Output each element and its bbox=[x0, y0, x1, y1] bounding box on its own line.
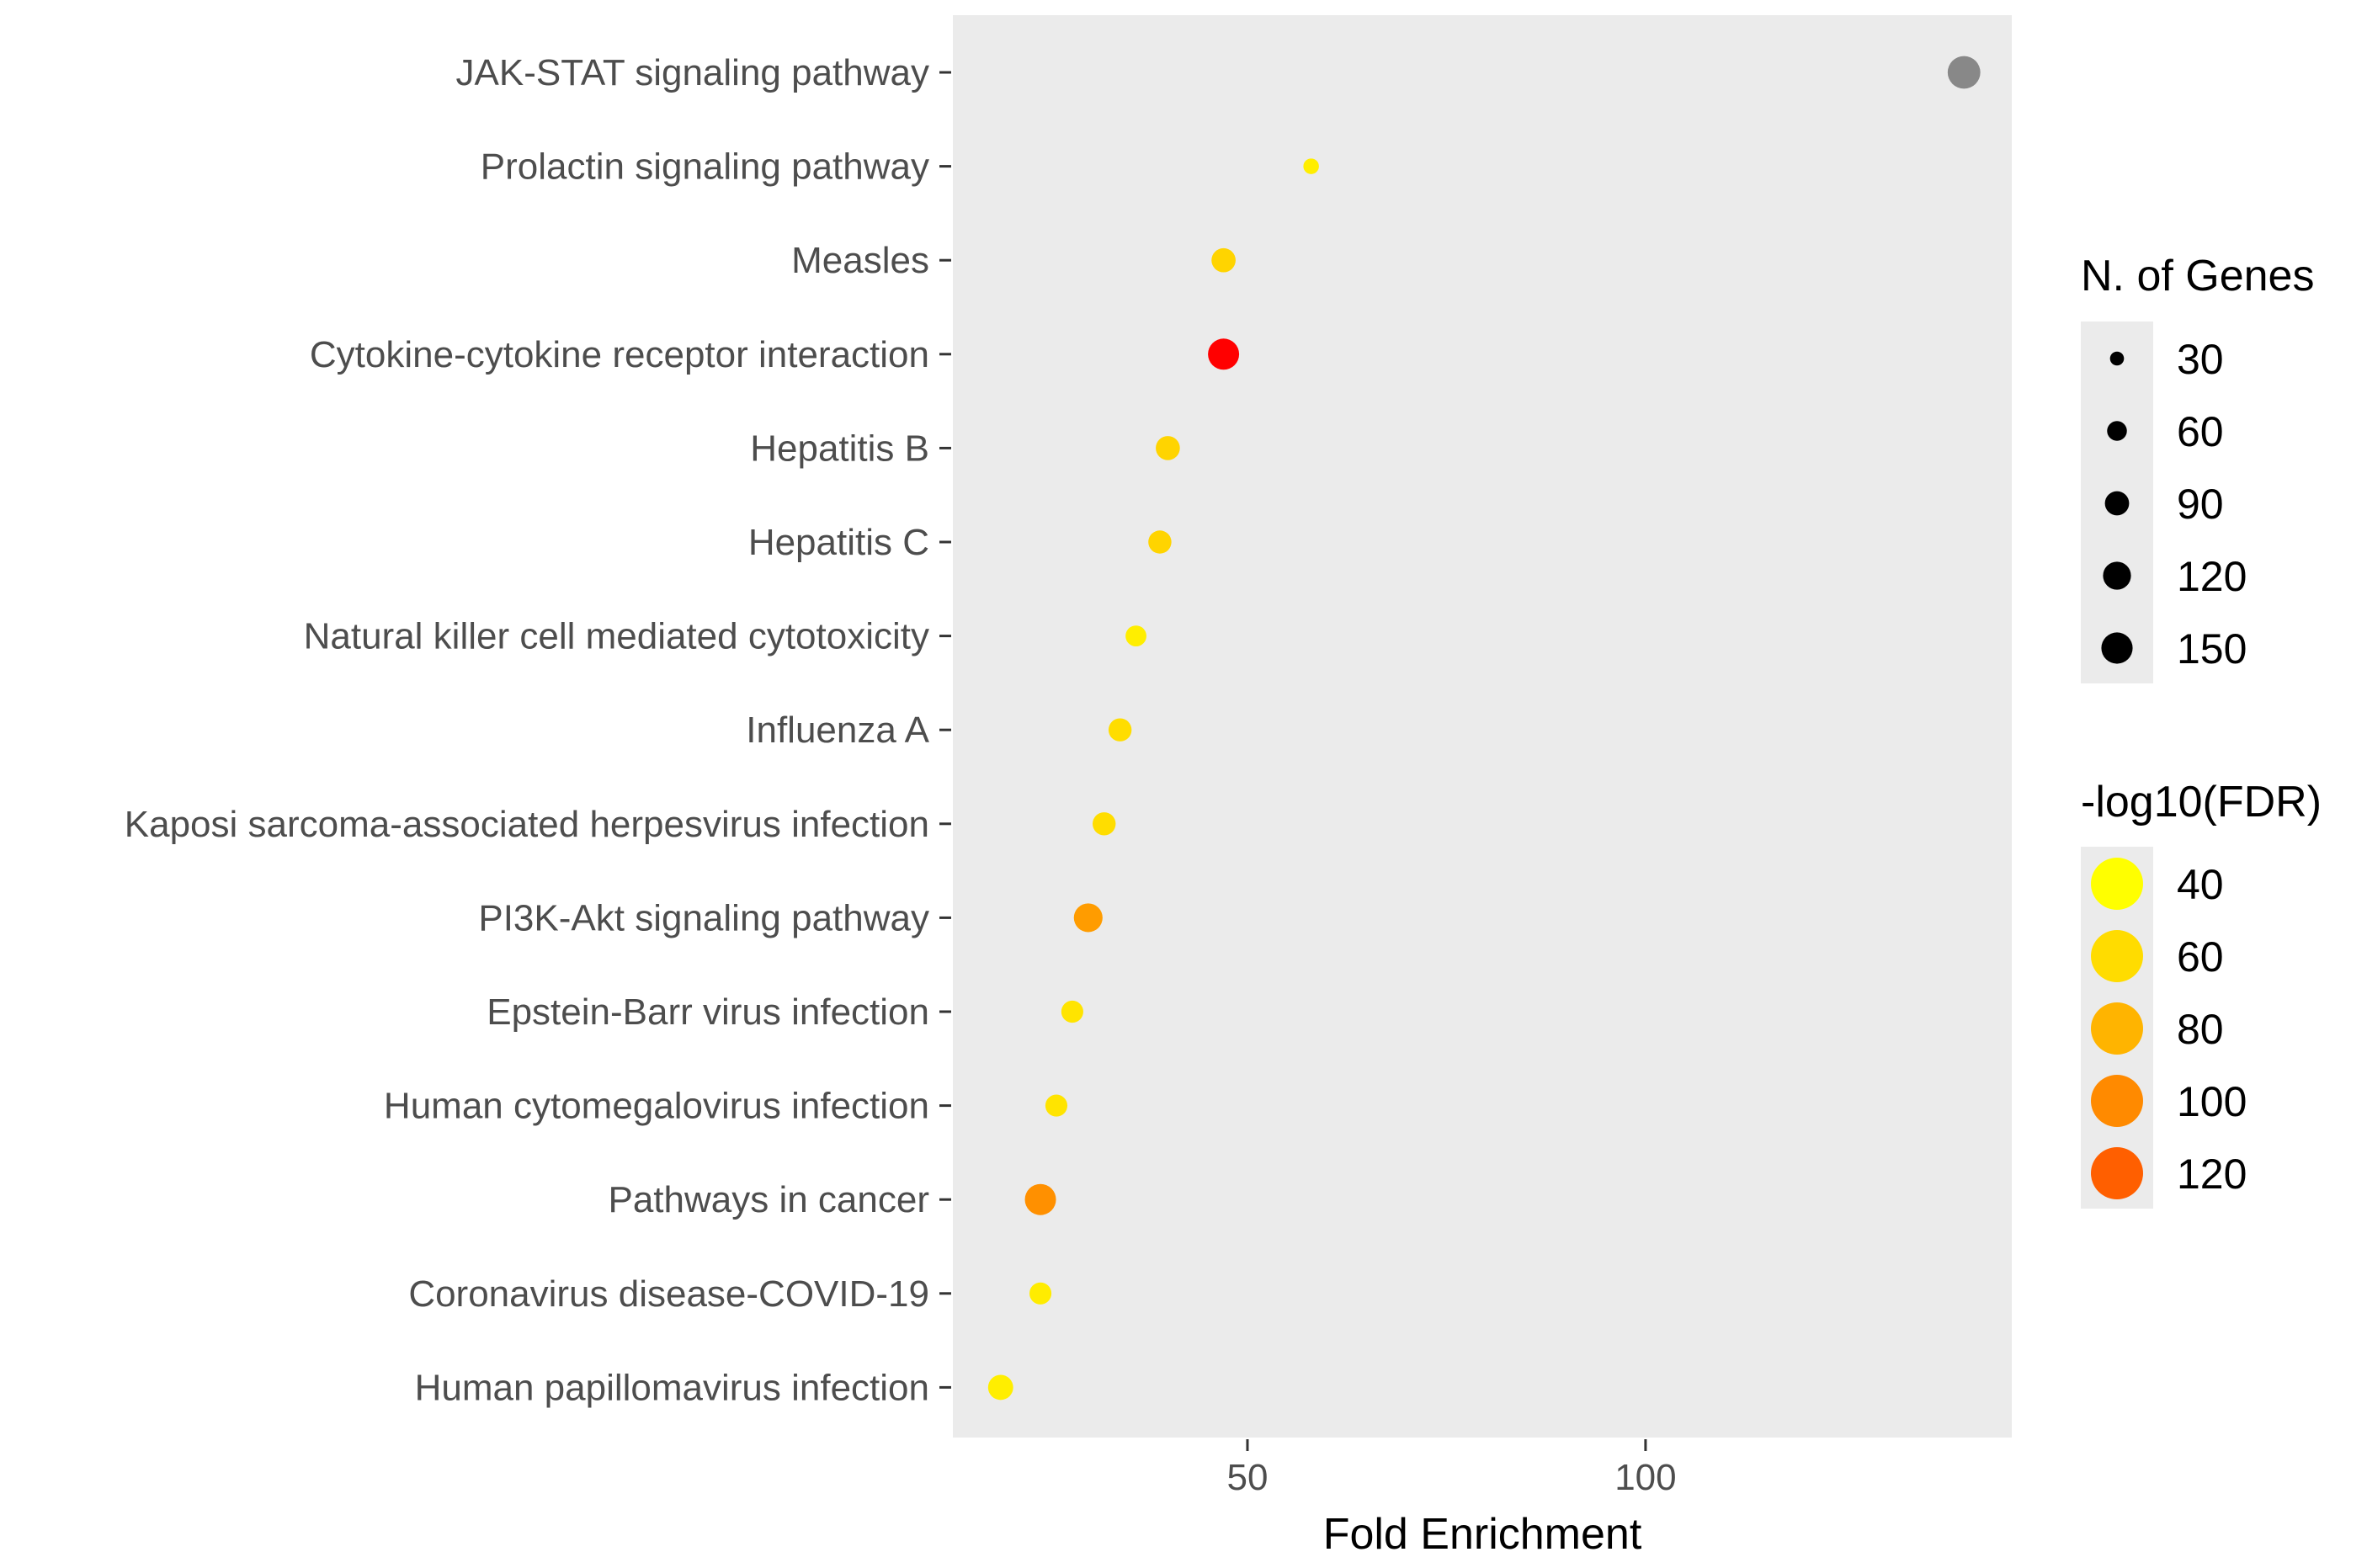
x-tick-label: 100 bbox=[1614, 1457, 1676, 1498]
data-point bbox=[1156, 436, 1180, 460]
data-point bbox=[1303, 158, 1319, 174]
y-tick-label: Hepatitis B bbox=[750, 428, 929, 469]
data-point bbox=[1061, 1000, 1083, 1023]
y-tick-label: PI3K-Akt signaling pathway bbox=[478, 897, 929, 938]
y-tick-label: Cytokine-cytokine receptor interaction bbox=[310, 334, 929, 375]
y-tick-label: Prolactin signaling pathway bbox=[481, 146, 929, 188]
data-point bbox=[1108, 718, 1132, 741]
x-tick-label: 50 bbox=[1226, 1457, 1268, 1498]
y-tick-label: Measles bbox=[791, 240, 929, 281]
data-point bbox=[1211, 247, 1236, 273]
legend-size-label: 150 bbox=[2177, 625, 2247, 672]
data-point bbox=[987, 1374, 1013, 1401]
legend-size-title: N. of Genes bbox=[2081, 252, 2314, 300]
data-point bbox=[1092, 812, 1116, 836]
data-point bbox=[1208, 338, 1240, 370]
legend-color-label: 60 bbox=[2177, 933, 2224, 981]
legend-size-key bbox=[2107, 421, 2127, 441]
data-point bbox=[1125, 625, 1146, 647]
data-point bbox=[1029, 1282, 1052, 1305]
y-tick-label: Human cytomegalovirus infection bbox=[384, 1086, 929, 1127]
y-tick-label: Pathways in cancer bbox=[608, 1179, 929, 1220]
y-tick-label: Hepatitis C bbox=[748, 522, 929, 563]
legend-color-key bbox=[2091, 1147, 2143, 1199]
legend-size-key bbox=[2109, 351, 2125, 366]
y-tick-label: Epstein-Barr virus infection bbox=[487, 991, 929, 1033]
legend-size-key bbox=[2104, 491, 2130, 516]
y-tick-label: Kaposi sarcoma-associated herpesvirus in… bbox=[125, 804, 929, 845]
x-axis-title: Fold Enrichment bbox=[1323, 1510, 1642, 1559]
legend-size-key bbox=[2101, 632, 2133, 664]
legend-color-key bbox=[2091, 1075, 2143, 1127]
legend-color-label: 80 bbox=[2177, 1006, 2224, 1053]
data-point bbox=[1024, 1183, 1056, 1215]
data-point bbox=[1073, 903, 1103, 933]
legend-size-key bbox=[2103, 561, 2131, 590]
legend-size-label: 120 bbox=[2177, 553, 2247, 600]
legend-color-title: -log10(FDR) bbox=[2081, 778, 2322, 827]
data-point bbox=[1947, 56, 1981, 89]
data-point bbox=[1045, 1094, 1068, 1117]
legend-size-label: 30 bbox=[2177, 336, 2224, 383]
y-tick-label: Natural killer cell mediated cytotoxicit… bbox=[304, 616, 929, 657]
y-tick-label: JAK-STAT signaling pathway bbox=[456, 52, 929, 93]
data-point bbox=[1148, 530, 1172, 554]
legend-size-label: 90 bbox=[2177, 481, 2224, 528]
legend-color-key bbox=[2091, 930, 2143, 982]
y-tick-label: Human papillomavirus infection bbox=[415, 1367, 929, 1408]
legend-size-label: 60 bbox=[2177, 408, 2224, 455]
legend-color-label: 40 bbox=[2177, 861, 2224, 908]
y-tick-label: Influenza A bbox=[746, 710, 929, 751]
legend-color-label: 120 bbox=[2177, 1151, 2247, 1198]
legend-color-key bbox=[2091, 1002, 2143, 1055]
legend-color-key bbox=[2091, 858, 2143, 910]
y-tick-label: Coronavirus disease-COVID-19 bbox=[408, 1273, 929, 1315]
legend-color-label: 100 bbox=[2177, 1078, 2247, 1125]
